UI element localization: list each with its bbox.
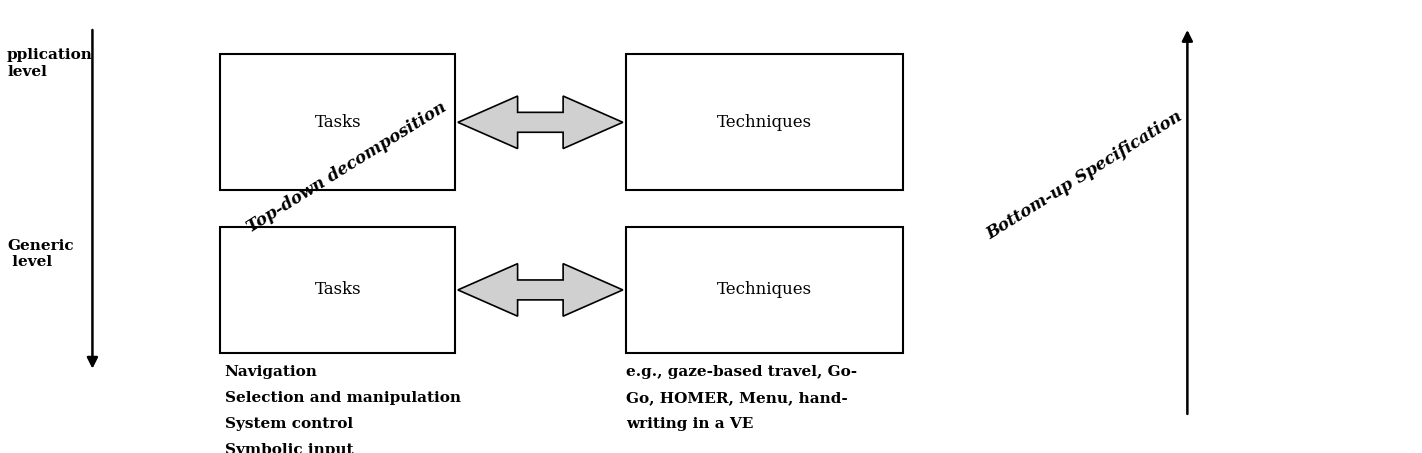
Polygon shape xyxy=(458,96,623,149)
Text: writing in a VE: writing in a VE xyxy=(626,417,754,431)
Text: Techniques: Techniques xyxy=(717,281,812,299)
Text: System control: System control xyxy=(225,417,353,431)
Text: Navigation: Navigation xyxy=(225,365,317,379)
FancyBboxPatch shape xyxy=(626,226,903,353)
Text: Top-down decomposition: Top-down decomposition xyxy=(245,99,449,236)
Text: Symbolic input: Symbolic input xyxy=(225,443,353,453)
FancyBboxPatch shape xyxy=(626,54,903,190)
Polygon shape xyxy=(458,264,623,316)
FancyBboxPatch shape xyxy=(220,54,455,190)
Text: Go, HOMER, Menu, hand-: Go, HOMER, Menu, hand- xyxy=(626,391,848,405)
Text: e.g., gaze-based travel, Go-: e.g., gaze-based travel, Go- xyxy=(626,365,857,379)
Text: Techniques: Techniques xyxy=(717,114,812,131)
Text: Bottom-up Specification: Bottom-up Specification xyxy=(984,108,1186,243)
Text: Tasks: Tasks xyxy=(314,281,361,299)
FancyBboxPatch shape xyxy=(220,226,455,353)
Text: pplication
level: pplication level xyxy=(7,48,92,78)
Text: Tasks: Tasks xyxy=(314,114,361,131)
Text: Selection and manipulation: Selection and manipulation xyxy=(225,391,461,405)
Text: Generic
 level: Generic level xyxy=(7,239,74,269)
